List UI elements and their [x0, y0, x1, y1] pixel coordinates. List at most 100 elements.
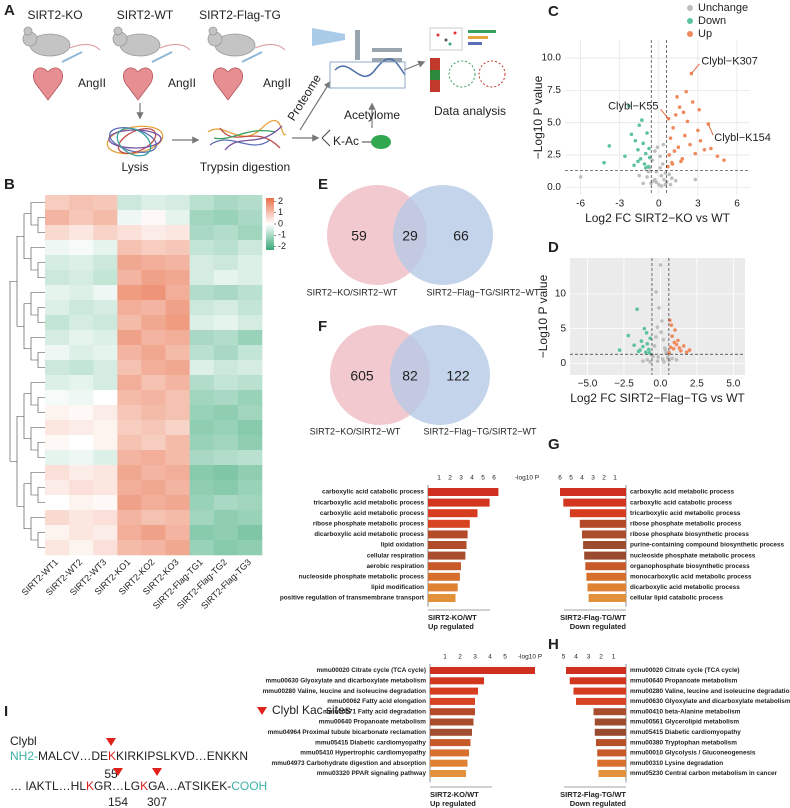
group-label: SIRT2-KO/WT — [430, 790, 479, 799]
point — [722, 158, 726, 162]
y-axis-label: −Log10 P value — [531, 75, 545, 159]
category-label: mmu03320 PPAR signaling pathway — [317, 770, 427, 777]
point — [659, 330, 663, 334]
heat-cell — [93, 240, 118, 256]
point — [683, 133, 687, 138]
point — [655, 145, 660, 150]
treatment: AngII — [168, 76, 196, 90]
category-label: mmu00280 Valine, leucine and isoleucine … — [263, 688, 426, 695]
x-tick-label: 3 — [473, 654, 477, 661]
x-tick-label: -3 — [615, 199, 624, 210]
heat-cell — [189, 420, 215, 436]
point — [654, 180, 658, 184]
heat-cell — [189, 300, 215, 316]
point — [687, 348, 692, 352]
sequence-segment: GR…LG — [94, 779, 140, 793]
point — [642, 326, 647, 331]
sequence-segment: … IAKTL…HL — [10, 779, 86, 793]
heat-cell — [45, 225, 70, 241]
venn-count: 59 — [351, 228, 367, 244]
heat-cell — [237, 480, 263, 496]
point — [690, 100, 695, 104]
point — [697, 107, 701, 112]
category-label: organophosphate biosynthetic process — [630, 563, 750, 570]
category-label: mmu04973 Carbohydrate digestion and abso… — [272, 760, 427, 767]
point — [684, 89, 688, 94]
heat-cell — [141, 360, 166, 376]
heat-cell — [165, 525, 190, 541]
category-label: positive regulation of transmembrane tra… — [280, 595, 425, 602]
bar — [586, 572, 626, 581]
bar — [576, 697, 626, 705]
group-label: SIRT2-Flag-TG/WT — [560, 790, 626, 799]
heat-cell — [213, 435, 239, 451]
step-label: Acetylome — [344, 108, 400, 122]
y-tick-label: 7.5 — [547, 85, 561, 96]
heat-cell — [165, 360, 190, 376]
x-tick-label: 0 — [656, 199, 662, 210]
point — [578, 175, 583, 179]
bar — [594, 718, 626, 726]
site-marker — [152, 768, 162, 776]
point — [656, 355, 661, 359]
x-tick-label: 0.0 — [653, 379, 667, 390]
point — [636, 349, 641, 354]
panel-label: E — [318, 176, 328, 193]
heat-cell — [165, 390, 190, 406]
heat-cell — [213, 345, 239, 361]
annotation: Clybl−K307 — [701, 55, 758, 67]
sequence-line: … IAKTL…HLKGR…LGKGA…ATSIKEK-COOH — [10, 779, 267, 793]
panel-label: A — [4, 2, 15, 19]
point — [637, 173, 642, 178]
point — [693, 177, 698, 182]
heat-cell — [165, 285, 190, 301]
bar — [598, 770, 626, 777]
heat-cell — [237, 255, 263, 271]
heat-cell — [165, 420, 190, 436]
point — [636, 159, 640, 164]
site-legend: Clybl Kac sites — [272, 703, 351, 717]
point — [641, 344, 645, 349]
bar — [428, 572, 460, 581]
bar — [579, 519, 626, 528]
y-tick-label: 10 — [555, 289, 567, 300]
dendrogram — [37, 262, 45, 278]
category-label: nucleoside phosphate metabolic process — [630, 552, 756, 559]
category-label: mmu05415 Diabetic cardiomyopathy — [315, 739, 426, 746]
sequence-segment: K — [86, 779, 94, 793]
heat-cell — [237, 525, 263, 541]
sequence-segment: MALCV…DE — [38, 749, 108, 763]
heat-cell — [237, 195, 263, 211]
point — [685, 119, 690, 124]
category-label: lipid modification — [371, 584, 424, 591]
category-label: carboxylic acid metabolic process — [630, 489, 735, 496]
heat-cell — [165, 495, 190, 511]
heat-cell — [237, 225, 263, 241]
heat-cell — [189, 375, 215, 391]
point — [648, 360, 653, 364]
x-tick-label: −2.5 — [614, 379, 634, 390]
point — [662, 360, 666, 364]
heat-cell — [69, 360, 94, 376]
point — [677, 346, 682, 350]
heat-cell — [69, 495, 94, 511]
dendrogram — [23, 303, 31, 350]
heat-cell — [141, 390, 166, 406]
dendrogram — [23, 393, 31, 440]
point — [668, 345, 673, 350]
point — [673, 113, 678, 117]
bar — [563, 498, 626, 507]
treatment: AngII — [78, 76, 106, 90]
heat-cell — [45, 435, 70, 451]
heat-cell — [165, 465, 190, 481]
colorbar-label: 0 — [278, 218, 283, 228]
heat-cell — [45, 510, 70, 526]
heat-cell — [237, 210, 263, 226]
dendrogram — [37, 487, 45, 503]
bar — [430, 677, 484, 685]
heat-cell — [213, 240, 239, 256]
y-tick-label: 10.0 — [542, 53, 562, 64]
site-marker — [257, 707, 267, 715]
heat-cell — [141, 225, 166, 241]
point — [645, 342, 650, 346]
